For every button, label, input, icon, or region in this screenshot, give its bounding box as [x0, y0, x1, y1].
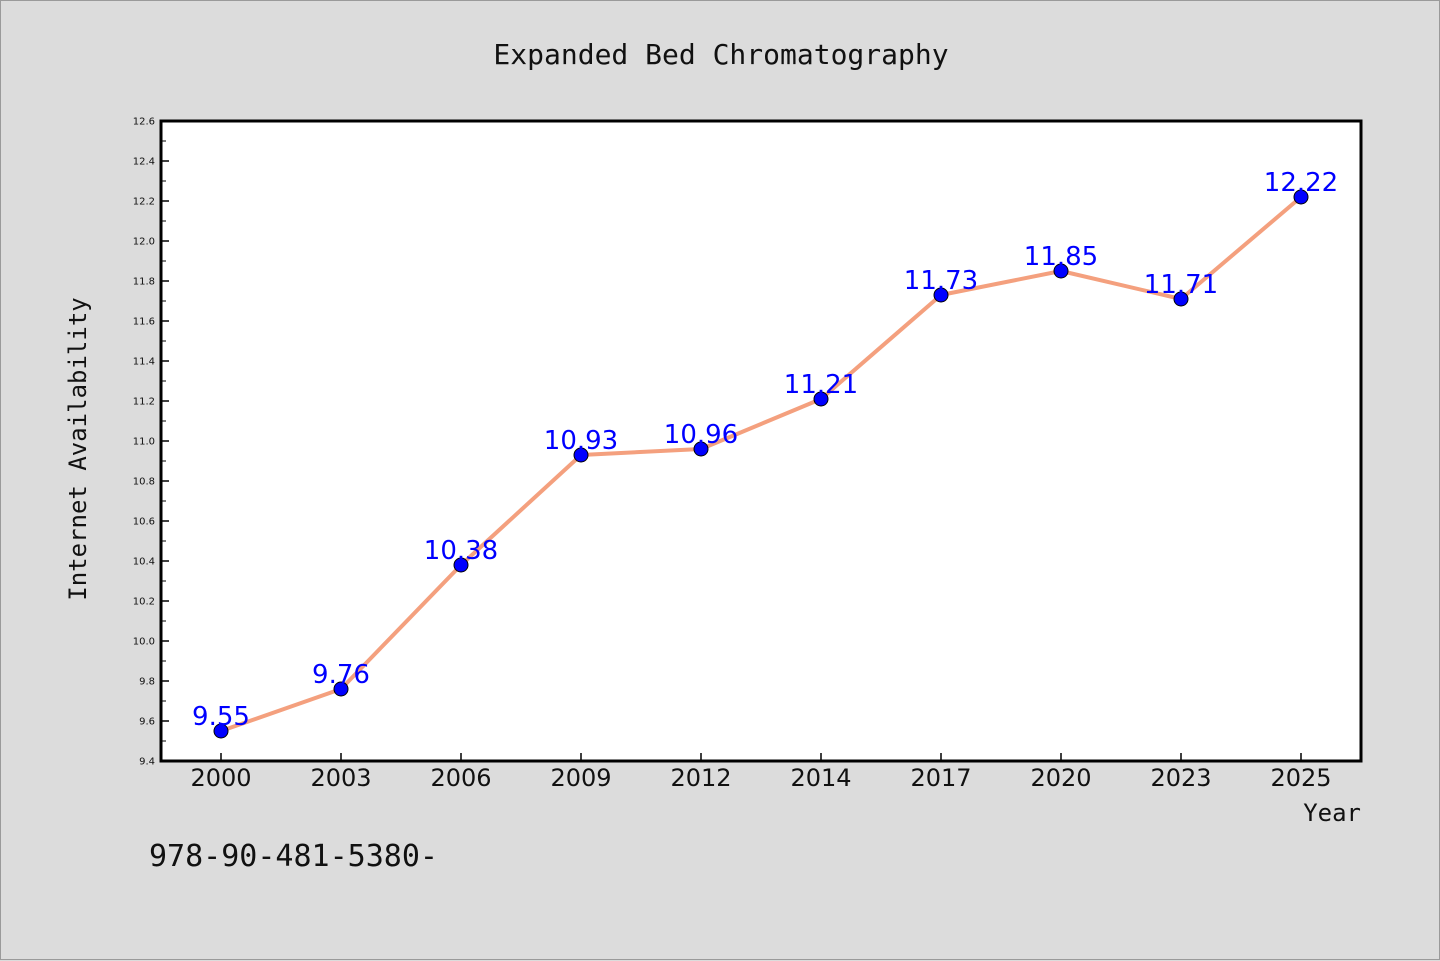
data-label: 10.96: [664, 420, 738, 450]
y-tick-label: 10.6: [133, 517, 155, 528]
y-tick-label: 11.0: [133, 437, 155, 448]
x-tick-label: 2006: [430, 764, 491, 792]
data-labels-group: 9.55 9.76 10.38 10.93 10.96 11.21 11.73 11.85 11…: [192, 168, 1338, 732]
x-tick-label: 2012: [670, 764, 731, 792]
x-axis-label: Year: [1303, 799, 1361, 827]
x-tick-label: 2014: [790, 764, 851, 792]
series-line-group: [219, 195, 1303, 733]
x-tick-label: 2023: [1150, 764, 1211, 792]
y-tick-label: 11.4: [133, 357, 155, 368]
data-point: [453, 557, 469, 573]
data-label: 11.21: [784, 370, 858, 400]
x-tick-label: 2025: [1270, 764, 1331, 792]
y-tick-label: 10.2: [133, 597, 155, 608]
plot-border: [159, 119, 1363, 763]
y-tick-label: 12.2: [133, 197, 155, 208]
x-tick-label: 2020: [1030, 764, 1091, 792]
data-point: [693, 441, 709, 457]
data-label: 9.76: [312, 660, 370, 690]
y-tick-label: 9.4: [139, 757, 155, 768]
data-points-group: [213, 189, 1309, 739]
data-point: [333, 681, 349, 697]
data-label: 11.85: [1024, 242, 1098, 272]
plot-area: [161, 121, 1361, 761]
series-line: [219, 195, 1303, 733]
data-point: [573, 447, 589, 463]
y-tick-label: 9.6: [139, 717, 155, 728]
data-point: [213, 723, 229, 739]
x-tick-label: 2009: [550, 764, 611, 792]
y-tick-label: 10.8: [133, 477, 155, 488]
data-label: 10.93: [544, 426, 618, 456]
y-tick-label: 11.2: [133, 397, 155, 408]
x-tick-label: 2017: [910, 764, 971, 792]
y-axis-label: Internet Availability: [64, 297, 92, 600]
y-tick-label: 12.0: [133, 237, 155, 248]
y-tick-label: 10.0: [133, 637, 155, 648]
footer-isbn-text: 978-90-481-5380-: [149, 839, 438, 874]
y-tick-label: 12.6: [133, 117, 155, 128]
data-point: [933, 287, 949, 303]
y-tick-label: 11.6: [133, 317, 155, 328]
data-label: 11.73: [904, 266, 978, 296]
data-point: [813, 391, 829, 407]
data-label: 10.38: [424, 536, 498, 566]
data-point: [1293, 189, 1309, 205]
y-tick-label: 12.4: [133, 157, 155, 168]
y-tick-label: 11.8: [133, 277, 155, 288]
data-point: [1053, 263, 1069, 279]
x-tick-label: 2003: [310, 764, 371, 792]
data-point: [1173, 291, 1189, 307]
x-tick-label: 2000: [190, 764, 251, 792]
data-label: 11.71: [1144, 270, 1218, 300]
y-tick-label: 9.8: [139, 677, 155, 688]
y-tick-label: 10.4: [133, 557, 155, 568]
axis-ticks: 9.4 9.6 9.8 10.0 10.2 10.4 10.6 10.8 11.0 11.2 11.…: [133, 117, 1332, 793]
data-label: 12.22: [1264, 168, 1338, 198]
data-label: 9.55: [192, 702, 250, 732]
chart-title: Expanded Bed Chromatography: [493, 38, 948, 71]
